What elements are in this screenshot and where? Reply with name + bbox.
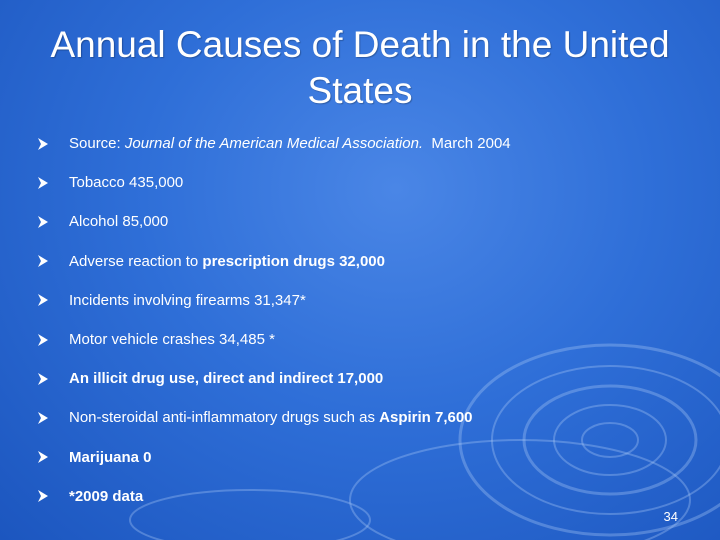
bullet-text: *2009 data bbox=[69, 487, 144, 505]
bullet-text: Adverse reaction to prescription drugs 3… bbox=[69, 252, 385, 270]
bullet-tobacco: Tobacco 435,000 bbox=[38, 163, 698, 202]
bullet-firearms: Incidents involving firearms 31,347* bbox=[38, 281, 698, 320]
bullet-text: Non-steroidal anti-inflammatory drugs su… bbox=[69, 409, 473, 427]
bullet-alcohol: Alcohol 85,000 bbox=[38, 202, 698, 241]
bullet-text: An illicit drug use, direct and indirect… bbox=[69, 370, 384, 388]
bullet-text: Alcohol 85,000 bbox=[69, 213, 169, 231]
bullet-text: Incidents involving firearms 31,347* bbox=[69, 291, 306, 309]
bullet-marijuana: Marijuana 0 bbox=[38, 438, 698, 477]
bullet-source: Source: Journal of the American Medical … bbox=[38, 124, 698, 163]
arrowhead-bullet-icon bbox=[38, 137, 69, 150]
arrowhead-bullet-icon bbox=[38, 451, 69, 464]
bullet-list: Source: Journal of the American Medical … bbox=[38, 124, 698, 516]
bullet-motor-vehicle: Motor vehicle crashes 34,485 * bbox=[38, 320, 698, 359]
arrowhead-bullet-icon bbox=[38, 176, 69, 189]
arrowhead-bullet-icon bbox=[38, 215, 69, 228]
arrowhead-bullet-icon bbox=[38, 255, 69, 268]
bullet-nsaids: Non-steroidal anti-inflammatory drugs su… bbox=[38, 398, 698, 437]
bullet-text: Tobacco 435,000 bbox=[69, 174, 184, 192]
arrowhead-bullet-icon bbox=[38, 372, 69, 385]
bullet-illicit-drugs: An illicit drug use, direct and indirect… bbox=[38, 359, 698, 398]
bullet-prescription-drugs: Adverse reaction to prescription drugs 3… bbox=[38, 242, 698, 281]
slide-title: Annual Causes of Death in the United Sta… bbox=[50, 24, 670, 111]
arrowhead-bullet-icon bbox=[38, 490, 69, 503]
bullet-text: Source: Journal of the American Medical … bbox=[69, 135, 511, 153]
arrowhead-bullet-icon bbox=[38, 294, 69, 307]
page-number: 34 bbox=[663, 509, 678, 524]
arrowhead-bullet-icon bbox=[38, 333, 69, 346]
bullet-text: Motor vehicle crashes 34,485 * bbox=[69, 331, 275, 349]
arrowhead-bullet-icon bbox=[38, 411, 69, 424]
bullet-text: Marijuana 0 bbox=[69, 448, 152, 466]
bullet-footnote: *2009 data bbox=[38, 477, 698, 516]
